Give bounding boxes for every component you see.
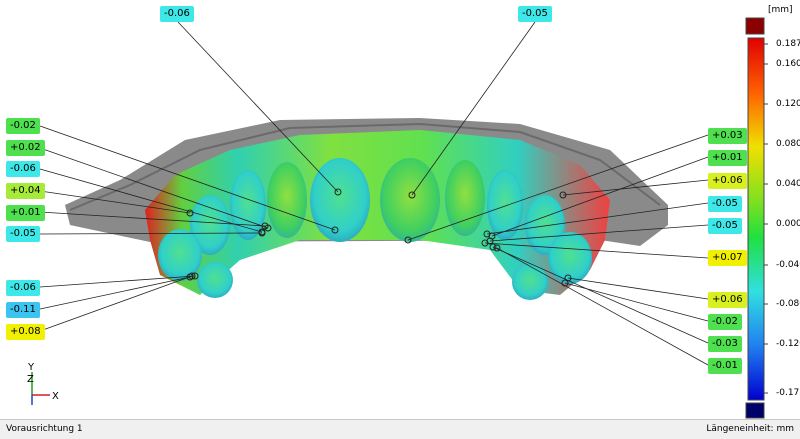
gum-edge — [69, 122, 661, 211]
deviation-callout[interactable]: +0.06 — [708, 292, 747, 308]
measure-point — [564, 274, 572, 282]
deviation-callout[interactable]: +0.01 — [6, 205, 45, 221]
leader-line — [177, 21, 339, 193]
overflow-low — [745, 402, 765, 419]
scale-label: -0.080 — [776, 299, 800, 309]
measure-point — [489, 243, 497, 251]
leader-line — [39, 168, 263, 233]
tooth — [548, 232, 592, 284]
deviation-callout[interactable]: -0.01 — [708, 358, 742, 374]
leader-line — [39, 211, 266, 227]
unit-label: [mm] — [768, 5, 793, 15]
deviation-callout[interactable]: -0.06 — [160, 6, 194, 22]
leader-line — [496, 247, 709, 366]
deviation-callout[interactable]: +0.07 — [708, 250, 747, 266]
scan-arch — [145, 130, 610, 295]
deviation-callout[interactable]: -0.05 — [6, 226, 40, 242]
scale-label: 0.040 — [776, 179, 800, 189]
leader-line — [39, 190, 191, 214]
axis-x-label: X — [52, 391, 59, 402]
leader-line — [492, 246, 709, 344]
scale-label: -0.175 — [776, 388, 800, 398]
scale-label: -0.120 — [776, 339, 800, 349]
measure-point — [559, 191, 567, 199]
deviation-callout[interactable]: +0.03 — [708, 128, 747, 144]
status-bar: Vorausrichtung 1 Längeneinheit: mm — [0, 420, 800, 439]
axis-y-label: Y — [27, 362, 35, 373]
leader-line — [39, 232, 263, 235]
colorbar — [747, 37, 765, 401]
leader-line — [491, 156, 709, 237]
tooth — [158, 229, 202, 281]
deviation-callout[interactable]: -0.03 — [708, 336, 742, 352]
deviation-callout[interactable]: -0.06 — [6, 280, 40, 296]
tooth — [230, 170, 266, 240]
deviation-callout[interactable]: -0.05 — [708, 196, 742, 212]
leader-line — [567, 277, 709, 300]
leader-line — [407, 134, 709, 241]
leader-line — [484, 242, 709, 259]
measure-point — [186, 209, 194, 217]
scale-label: 0.080 — [776, 139, 800, 149]
measure-point — [493, 244, 501, 252]
scale-label: 0.120 — [776, 99, 800, 109]
leader-line — [39, 275, 196, 288]
measure-point — [261, 222, 269, 230]
deviation-callout[interactable]: +0.02 — [6, 140, 45, 156]
viewport: [mm] Y Z X 0.187 0.160 0.120 0.080 0.040 0.00… — [0, 5, 800, 420]
measure-point — [188, 272, 196, 280]
tooth — [445, 160, 485, 236]
deviation-callout[interactable]: -0.05 — [518, 6, 552, 22]
deviation-callout[interactable]: +0.04 — [6, 183, 45, 199]
measure-point — [481, 239, 489, 247]
axis-z-label: Z — [27, 374, 34, 385]
tooth — [380, 158, 440, 242]
leader-line — [39, 275, 193, 332]
measure-point — [404, 236, 412, 244]
scale-label: 0.160 — [776, 59, 800, 69]
tooth — [487, 170, 523, 240]
tooth — [512, 264, 548, 300]
deviation-callout[interactable]: -0.02 — [6, 118, 40, 134]
tooth — [267, 162, 307, 238]
status-right: Längeneinheit: mm — [706, 424, 794, 434]
measure-point — [483, 230, 491, 238]
leader-line — [562, 179, 709, 196]
measure-point — [334, 188, 342, 196]
tooth — [197, 262, 233, 298]
scale-label: 0.000 — [776, 219, 800, 229]
leader-line — [564, 282, 709, 322]
leader-line — [39, 276, 191, 310]
leader-line — [411, 21, 536, 196]
leader-line — [486, 202, 709, 235]
scale-label: 0.187 — [776, 39, 800, 49]
tooth — [190, 195, 230, 255]
leader-line — [39, 125, 336, 231]
deviation-callout[interactable]: +0.06 — [708, 173, 747, 189]
scale-label: -0.040 — [776, 260, 800, 270]
measure-point — [408, 191, 416, 199]
deviation-callout[interactable]: -0.02 — [708, 314, 742, 330]
scene: [mm] Y Z X — [27, 5, 793, 419]
overflow-high — [745, 17, 765, 35]
deviation-callout[interactable]: -0.11 — [6, 302, 40, 318]
measure-point — [331, 226, 339, 234]
leader-line — [489, 224, 709, 242]
deviation-callout[interactable]: +0.01 — [708, 150, 747, 166]
leader-line — [39, 147, 269, 229]
status-left: Vorausrichtung 1 — [6, 424, 83, 434]
tooth — [310, 158, 370, 242]
deviation-callout[interactable]: +0.08 — [6, 324, 45, 340]
measure-point — [258, 229, 266, 237]
deviation-callout[interactable]: -0.05 — [708, 218, 742, 234]
deviation-callout[interactable]: -0.06 — [6, 161, 40, 177]
